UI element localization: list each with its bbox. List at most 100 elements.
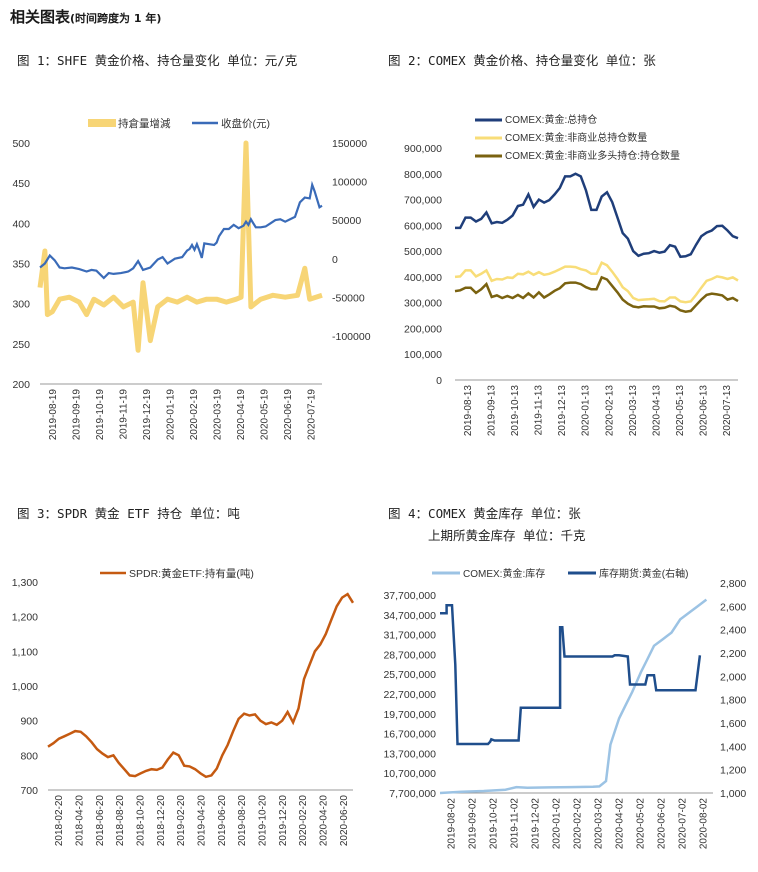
chart4-left-y-tick: 34,700,000 xyxy=(383,610,436,622)
chart3-x-tick: 2019-06-20 xyxy=(217,795,228,847)
chart4-left-y-tick: 31,700,000 xyxy=(383,630,436,642)
chart2-series-noncommercial-long xyxy=(454,275,739,313)
chart4-x-tick: 2020-04-02 xyxy=(615,798,626,850)
chart4-x-tick: 2019-08-02 xyxy=(447,798,458,850)
chart3-x-tick: 2018-10-20 xyxy=(136,795,147,847)
chart1-left-y-tick: 250 xyxy=(12,339,30,351)
chart1-left-y-tick: 400 xyxy=(12,218,30,230)
chart1-legend-label-2: 收盘价(元) xyxy=(221,117,270,130)
chart3-legend-label: SPDR:黄金ETF:持有量(吨) xyxy=(129,567,254,580)
chart4-left-y-tick: 10,700,000 xyxy=(383,768,436,780)
chart2-y-tick: 100,000 xyxy=(404,349,442,361)
chart3-y-tick: 1,100 xyxy=(12,646,38,658)
chart4-x-tick: 2020-06-02 xyxy=(657,798,668,850)
chart2-legend-label: COMEX:黄金:非商业多头持仓:持仓数量 xyxy=(505,149,680,162)
chart2-x-tick: 2020-04-13 xyxy=(651,385,662,437)
chart4-x-tick: 2020-01-02 xyxy=(552,798,563,850)
chart1-right-y-tick: 150000 xyxy=(332,138,367,150)
chart2-y-tick: 900,000 xyxy=(404,143,442,155)
chart4-svg: COMEX:黄金:库存 库存期货:黄金(右軸) 37,700,000 34,700,0… xyxy=(383,567,746,850)
chart1-legend-swatch-1 xyxy=(88,119,116,127)
chart1-x-tick: 2019-08-19 xyxy=(48,389,59,441)
chart2-y-tick: 300,000 xyxy=(404,298,442,310)
chart4-left-y-tick: 37,700,000 xyxy=(383,590,436,602)
chart1-x-tick: 2020-07-19 xyxy=(306,389,317,441)
chart2-y-tick: 400,000 xyxy=(404,272,442,284)
chart3-x-tick: 2019-10-20 xyxy=(258,795,269,847)
chart1-right-y-tick: 50000 xyxy=(332,215,361,227)
chart2-x-tick: 2020-02-13 xyxy=(604,385,615,437)
chart3-x-tick: 2018-02-20 xyxy=(54,795,65,847)
chart3-svg: SPDR:黄金ETF:持有量(吨) 1,300 1,200 1,100 1,000 900… xyxy=(12,567,355,847)
chart2-x-tick: 2019-11-13 xyxy=(534,385,545,436)
chart3-x-tick: 2018-06-20 xyxy=(95,795,106,847)
chart3-x-tick: 2018-08-20 xyxy=(115,795,126,847)
chart1-right-y-tick: 0 xyxy=(332,254,338,266)
chart1-caption: 图 1：SHFE 黄金价格、持仓量变化 单位：元/克 xyxy=(17,53,298,68)
chart1-x-tick: 2019-12-19 xyxy=(142,389,153,441)
chart3-x-tick: 2018-04-20 xyxy=(75,795,86,847)
chart4-left-y-tick: 25,700,000 xyxy=(383,669,436,681)
chart4-caption: 图 4：COMEX 黄金库存 单位：张 xyxy=(388,506,581,521)
chart3-y-tick: 1,200 xyxy=(12,612,38,624)
chart4-left-y-tick: 7,700,000 xyxy=(389,788,436,800)
chart1-left-y-tick: 450 xyxy=(12,178,30,190)
chart1-legend-label-1: 持倉量增減 xyxy=(118,117,171,130)
chart2-x-tick: 2019-09-13 xyxy=(486,385,497,437)
chart1-x-tick: 2020-02-19 xyxy=(189,389,200,441)
chart2-legend-label: COMEX:黄金:总持仓 xyxy=(505,113,597,126)
chart3-y-tick: 900 xyxy=(20,716,38,728)
chart4-x-tick: 2019-11-02 xyxy=(510,798,521,849)
chart3-x-tick: 2020-02-20 xyxy=(298,795,309,847)
chart2-legend-label: COMEX:黄金:非商业总持仓数量 xyxy=(505,131,647,144)
chart4-right-y-tick: 2,400 xyxy=(720,625,746,637)
chart3-y-tick: 1,000 xyxy=(12,681,38,693)
chart3-x-tick: 2019-02-20 xyxy=(176,795,187,847)
chart1-x-tick: 2019-09-19 xyxy=(71,389,82,441)
chart3-y-tick: 700 xyxy=(20,785,38,797)
chart4-legend-label-2: 库存期货:黄金(右軸) xyxy=(599,567,688,580)
chart1-right-y-tick: -100000 xyxy=(332,331,371,343)
chart4-x-tick: 2020-08-02 xyxy=(699,798,710,850)
chart2-y-tick: 200,000 xyxy=(404,323,442,335)
chart3-series-spdr xyxy=(47,592,355,779)
chart2-x-tick: 2019-12-13 xyxy=(557,385,568,437)
chart1-left-y-tick: 500 xyxy=(12,138,30,150)
chart1-x-tick: 2020-01-19 xyxy=(165,389,176,441)
chart4-right-y-tick: 1,400 xyxy=(720,741,746,753)
chart1-left-y-tick: 350 xyxy=(12,259,30,271)
chart2-caption: 图 2：COMEX 黄金价格、持仓量变化 单位：张 xyxy=(388,53,656,68)
chart4-left-y-tick: 22,700,000 xyxy=(383,689,436,701)
chart2-x-tick: 2020-06-13 xyxy=(699,385,710,437)
page-subtitle: (时间跨度为 1 年) xyxy=(70,12,162,25)
chart2-x-tick: 2020-03-13 xyxy=(628,385,639,437)
chart2-series-noncommercial-total xyxy=(454,261,739,304)
chart4-right-y-tick: 2,600 xyxy=(720,601,746,613)
chart2-x-tick: 2020-01-13 xyxy=(581,385,592,437)
chart3-caption: 图 3：SPDR 黄金 ETF 持仓 单位：吨 xyxy=(17,506,240,521)
chart3-y-tick: 1,300 xyxy=(12,577,38,589)
chart4-x-tick: 2019-12-02 xyxy=(531,798,542,850)
chart2-y-tick: 700,000 xyxy=(404,195,442,207)
chart1-x-tick: 2019-11-19 xyxy=(118,389,129,440)
chart2-y-tick: 0 xyxy=(436,375,442,387)
chart2-series-total-oi xyxy=(455,172,739,259)
chart1-right-y-tick: -50000 xyxy=(332,292,365,304)
chart3-x-tick: 2020-06-20 xyxy=(339,795,350,847)
chart4-legend-label-1: COMEX:黄金:库存 xyxy=(463,567,545,580)
chart4-right-y-tick: 1,000 xyxy=(720,788,746,800)
chart1-right-y-tick: 100000 xyxy=(332,177,367,189)
chart4-left-y-tick: 19,700,000 xyxy=(383,709,436,721)
chart3-y-tick: 800 xyxy=(20,750,38,762)
chart4-left-y-tick: 16,700,000 xyxy=(383,729,436,741)
chart4-caption-2: 上期所黄金库存 单位：千克 xyxy=(428,528,586,543)
chart4-x-tick: 2020-02-02 xyxy=(573,798,584,850)
chart4-left-y-tick: 13,700,000 xyxy=(383,748,436,760)
chart4-x-tick: 2020-05-02 xyxy=(636,798,647,850)
chart2-x-tick: 2019-10-13 xyxy=(510,385,521,437)
chart2-y-tick: 500,000 xyxy=(404,246,442,258)
chart2-y-tick: 600,000 xyxy=(404,220,442,232)
chart4-right-y-tick: 1,200 xyxy=(720,765,746,777)
chart1-x-tick: 2019-10-19 xyxy=(95,389,106,441)
chart4-right-y-tick: 2,200 xyxy=(720,648,746,660)
